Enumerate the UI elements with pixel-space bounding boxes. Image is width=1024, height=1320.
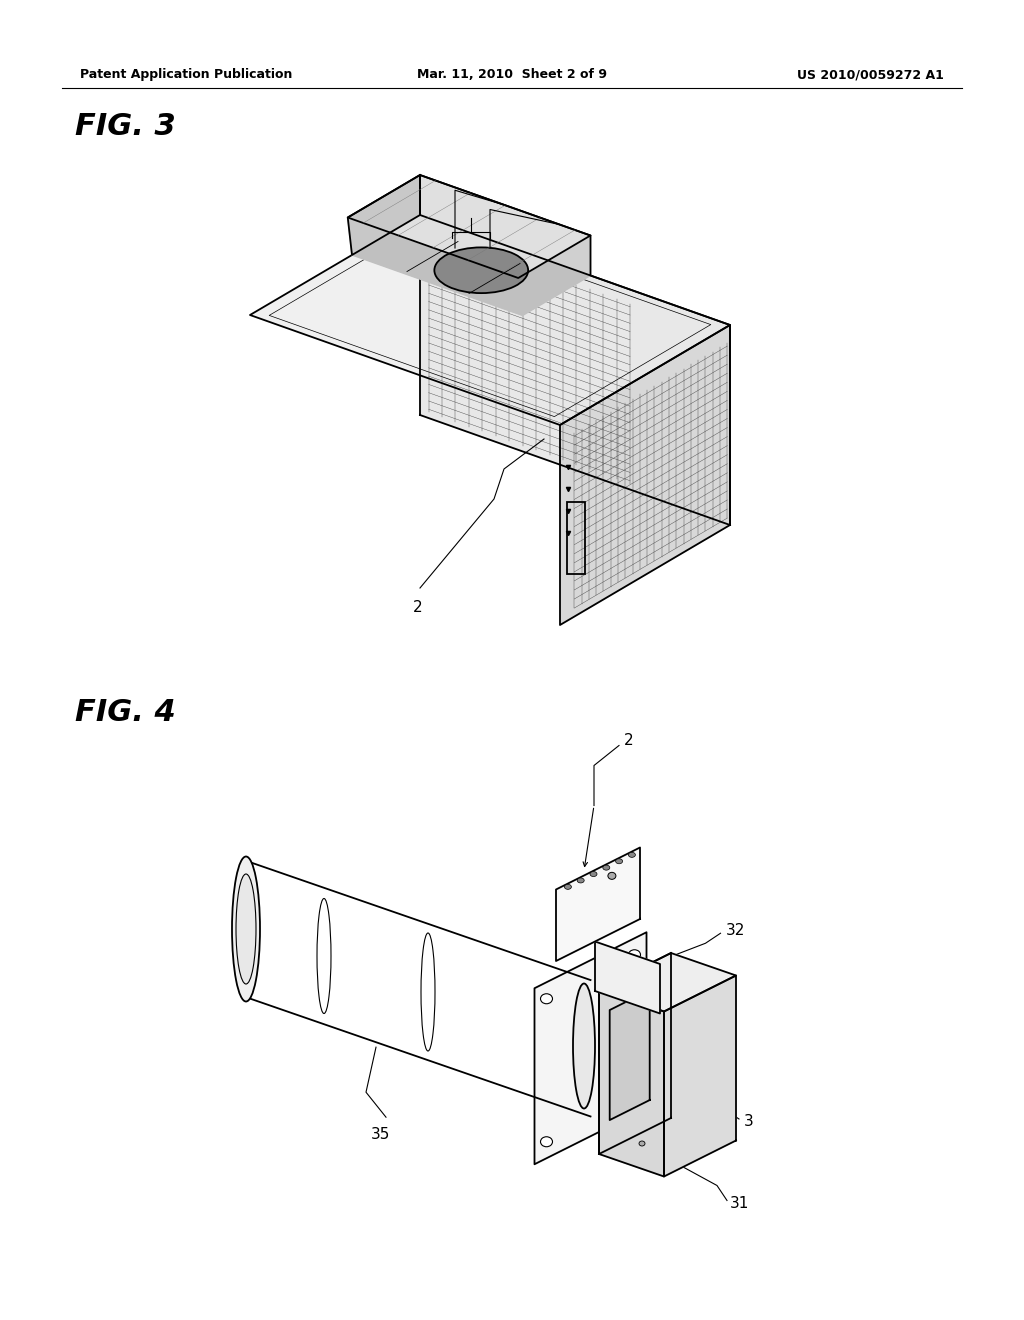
Ellipse shape [541, 994, 553, 1003]
Polygon shape [599, 989, 664, 1176]
Text: 3: 3 [447, 249, 457, 265]
Text: FIG. 3: FIG. 3 [75, 112, 176, 141]
Text: 35: 35 [372, 1127, 391, 1142]
Ellipse shape [639, 1140, 645, 1146]
Ellipse shape [629, 853, 636, 858]
Ellipse shape [615, 859, 623, 863]
Text: 1: 1 [466, 201, 476, 215]
Text: 4: 4 [487, 249, 497, 265]
Polygon shape [535, 932, 646, 1164]
Polygon shape [420, 176, 591, 276]
Polygon shape [348, 176, 420, 255]
Ellipse shape [434, 247, 528, 293]
Text: 2: 2 [624, 733, 634, 748]
Ellipse shape [629, 950, 640, 960]
Text: Patent Application Publication: Patent Application Publication [80, 69, 293, 81]
Polygon shape [560, 325, 730, 624]
Ellipse shape [629, 1093, 640, 1102]
Text: Mar. 11, 2010  Sheet 2 of 9: Mar. 11, 2010 Sheet 2 of 9 [417, 69, 607, 81]
Ellipse shape [590, 871, 597, 876]
Polygon shape [556, 847, 640, 961]
Text: US 2010/0059272 A1: US 2010/0059272 A1 [797, 69, 944, 81]
Bar [567, 502, 585, 574]
Polygon shape [599, 953, 671, 1154]
Text: 31: 31 [730, 1196, 750, 1210]
Polygon shape [420, 215, 730, 525]
Ellipse shape [232, 857, 260, 1002]
Polygon shape [599, 953, 736, 1011]
Ellipse shape [564, 884, 571, 890]
Polygon shape [250, 215, 730, 425]
Text: 3: 3 [744, 1114, 754, 1130]
Text: FIG. 4: FIG. 4 [75, 698, 176, 727]
Ellipse shape [573, 983, 595, 1109]
Ellipse shape [603, 865, 610, 870]
Text: 32: 32 [725, 923, 744, 937]
Ellipse shape [578, 878, 585, 883]
Text: 2: 2 [414, 601, 423, 615]
Ellipse shape [541, 1137, 553, 1147]
Polygon shape [609, 990, 649, 1121]
Ellipse shape [608, 873, 615, 879]
Polygon shape [664, 975, 736, 1176]
Ellipse shape [236, 874, 256, 983]
Polygon shape [595, 941, 660, 1014]
Polygon shape [348, 176, 591, 279]
Polygon shape [352, 215, 591, 315]
